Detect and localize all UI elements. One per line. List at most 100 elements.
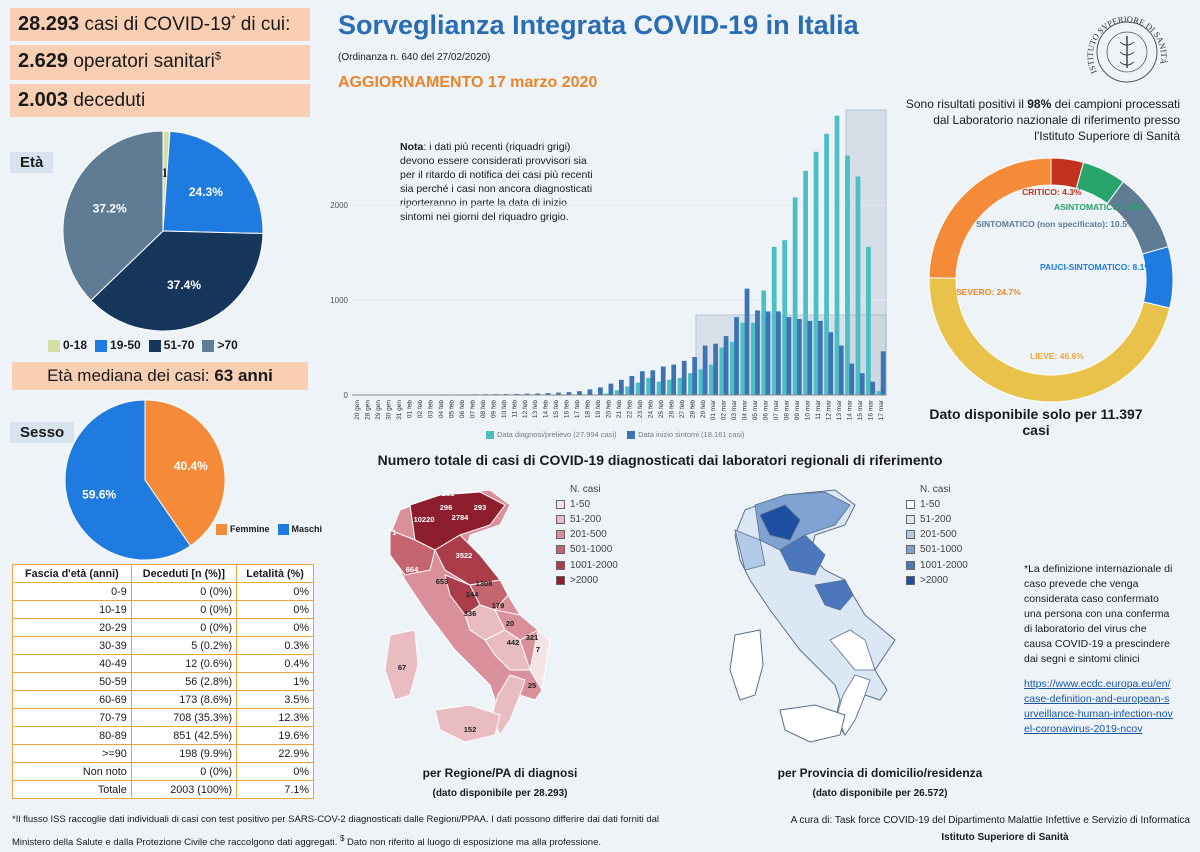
x-tick-label: 13 feb — [532, 400, 539, 418]
donut-label: CRITICO: 4.3% — [1022, 187, 1082, 197]
bar-onset — [629, 376, 634, 395]
region-label: 1308 — [476, 579, 493, 588]
region-label: 144 — [466, 590, 479, 599]
bar-onset — [598, 387, 603, 395]
x-tick-label: 08 feb — [480, 400, 487, 418]
slice-label: 24.3% — [189, 185, 223, 199]
slice-label: 37.2% — [93, 201, 127, 215]
map-legend-item: 1-50 — [906, 497, 973, 512]
table-cell: 60-69 — [13, 691, 132, 709]
epi-legend: Data diagnosi/prelievo (27.994 casi) Dat… — [486, 430, 744, 439]
map-legend-item: 501-1000 — [906, 542, 973, 557]
table-cell: 0% — [237, 583, 314, 601]
credits: A cura di: Task force COVID-19 del Dipar… — [740, 812, 1190, 846]
table-cell: 5 (0.2%) — [131, 637, 236, 655]
donut-label: SINTOMATICO (non specificato): 10.5% — [976, 219, 1134, 229]
x-tick-label: 22 feb — [626, 400, 633, 418]
bar-onset — [807, 321, 812, 395]
region-label: 261 — [442, 489, 455, 498]
median-prefix: Età mediana dei casi: — [47, 366, 214, 385]
x-tick-label: 17 mar — [878, 399, 885, 420]
x-tick-label: 16 mar — [867, 399, 874, 420]
x-tick-label: 04 mar — [742, 399, 749, 420]
map-legend-item: >2000 — [556, 573, 623, 588]
bar-diagnosis — [866, 247, 871, 395]
age-mortality-table: Fascia d'età (anni)Deceduti [n (%)]Letal… — [12, 564, 314, 799]
footnote-line1: *Il flusso ISS raccoglie dati individual… — [12, 810, 752, 829]
donut-caption: Dato disponibile solo per 11.397 casi — [926, 406, 1146, 438]
bar-diagnosis — [730, 342, 735, 395]
bar-diagnosis — [751, 323, 756, 395]
x-tick-label: 30 gen — [386, 400, 393, 420]
region-label: 2784 — [452, 513, 470, 522]
x-tick-label: 04 feb — [438, 400, 445, 418]
ordinance: (Ordinanza n. 640 del 27/02/2020) — [338, 52, 490, 63]
map-legend-item: 1-50 — [556, 497, 623, 512]
x-tick-label: 29 gen — [375, 400, 382, 420]
table-cell: 20-29 — [13, 619, 132, 637]
ecdc-link[interactable]: https://www.ecdc.europa.eu/en/case-defin… — [1024, 678, 1173, 735]
map-legend-item: 1001-2000 — [906, 558, 973, 573]
x-tick-label: 20 gen — [354, 400, 361, 420]
province-caption: per Provincia di domicilio/residenza — [740, 766, 1020, 780]
bar-diagnosis — [803, 171, 808, 395]
table-cell: Non noto — [13, 763, 132, 781]
x-tick-label: 15 feb — [553, 400, 560, 418]
x-tick-label: 31 gen — [396, 400, 403, 420]
slice-19-50 — [163, 131, 263, 233]
x-tick-label: 10 mar — [804, 399, 811, 420]
bar-onset — [661, 367, 666, 396]
x-tick-label: 20 feb — [606, 400, 613, 418]
cases-text: casi di COVID-19 — [79, 14, 231, 35]
bar-onset — [818, 321, 823, 395]
footnote-line2-rest: Dato non riferito al luogo di esposizion… — [344, 837, 601, 848]
operators-text: operatori sanitari — [68, 51, 215, 72]
table-cell: 56 (2.8%) — [131, 673, 236, 691]
x-tick-label: 29 feb — [700, 400, 707, 418]
table-cell: 40-49 — [13, 655, 132, 673]
bar-onset — [671, 365, 676, 395]
bar-diagnosis — [845, 156, 850, 395]
bar-diagnosis — [688, 373, 693, 395]
table-cell: 0% — [237, 601, 314, 619]
bar-onset — [755, 310, 760, 395]
iss-logo: ISTITUTO SVPERIORE DI SANITÀ — [1082, 10, 1172, 90]
x-tick-label: 14 feb — [543, 400, 550, 418]
bar-onset — [860, 373, 865, 395]
table-cell: >=90 — [13, 745, 132, 763]
bar-diagnosis — [615, 390, 620, 395]
region-label: 20 — [506, 619, 514, 628]
x-tick-label: 18 feb — [585, 400, 592, 418]
legend-onset: Data inizio sintomi (18.161 casi) — [638, 430, 744, 439]
table-cell: 0.3% — [237, 637, 314, 655]
x-tick-label: 26 feb — [668, 400, 675, 418]
bar-onset — [776, 311, 781, 395]
bar-diagnosis — [699, 369, 704, 395]
bar-diagnosis — [761, 291, 766, 396]
region-label: 3522 — [456, 551, 473, 560]
table-cell: 1% — [237, 673, 314, 691]
region-caption: per Regione/PA di diagnosi — [380, 766, 620, 780]
bar-diagnosis — [877, 391, 882, 395]
map-legend-item: 51-200 — [906, 512, 973, 527]
x-tick-label: 05 feb — [448, 400, 455, 418]
footnote-line2: Ministero della Salute e dalla Protezion… — [12, 837, 340, 848]
cases-box: 28.293 casi di COVID-19* di cui: — [10, 8, 310, 41]
x-tick-label: 19 feb — [595, 400, 602, 418]
table-cell: 0 (0%) — [131, 583, 236, 601]
x-tick-label: 21 feb — [616, 400, 623, 418]
x-tick-label: 16 feb — [564, 400, 571, 418]
x-tick-label: 11 feb — [511, 400, 518, 418]
bar-onset — [745, 289, 750, 395]
case-definition: *La definizione internazionale di caso p… — [1024, 562, 1174, 737]
table-cell: 7.1% — [237, 781, 314, 799]
region-label: 321 — [526, 633, 539, 642]
bar-diagnosis — [636, 383, 641, 395]
median-value: 63 anni — [214, 366, 273, 385]
